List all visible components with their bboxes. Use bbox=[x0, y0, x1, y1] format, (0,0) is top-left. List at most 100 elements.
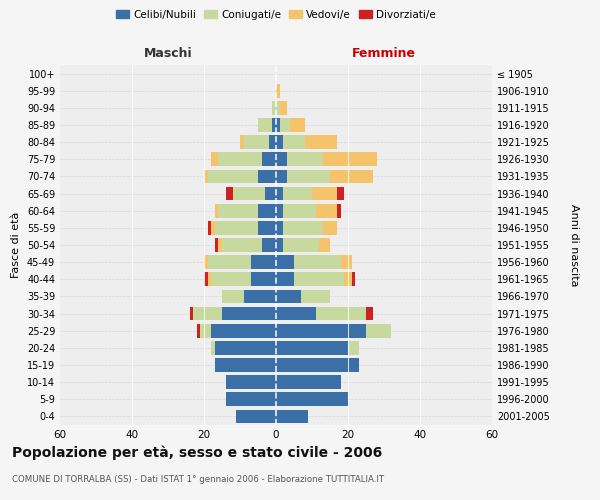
Bar bbox=[276, 221, 283, 234]
Bar bbox=[276, 272, 294, 286]
Bar bbox=[251, 256, 276, 269]
Bar bbox=[208, 221, 211, 234]
Bar bbox=[276, 306, 316, 320]
Bar bbox=[215, 221, 258, 234]
Bar bbox=[283, 204, 316, 218]
Bar bbox=[240, 136, 244, 149]
Bar bbox=[283, 238, 319, 252]
Bar bbox=[222, 290, 244, 304]
Bar bbox=[233, 186, 265, 200]
Bar bbox=[283, 186, 312, 200]
Bar bbox=[344, 272, 352, 286]
Bar bbox=[211, 341, 215, 354]
Bar bbox=[287, 170, 330, 183]
Bar bbox=[204, 256, 208, 269]
Bar bbox=[222, 306, 276, 320]
Bar bbox=[323, 221, 337, 234]
Bar bbox=[190, 306, 193, 320]
Bar bbox=[276, 358, 359, 372]
Bar bbox=[215, 238, 218, 252]
Bar bbox=[280, 118, 290, 132]
Bar bbox=[316, 204, 337, 218]
Bar bbox=[269, 136, 276, 149]
Bar bbox=[262, 238, 276, 252]
Bar bbox=[208, 170, 258, 183]
Bar bbox=[211, 221, 215, 234]
Bar bbox=[218, 152, 262, 166]
Bar bbox=[352, 272, 355, 286]
Bar bbox=[258, 118, 272, 132]
Bar bbox=[276, 204, 283, 218]
Bar bbox=[226, 186, 233, 200]
Bar bbox=[280, 101, 287, 114]
Bar bbox=[218, 204, 258, 218]
Bar bbox=[204, 170, 208, 183]
Bar bbox=[323, 152, 377, 166]
Bar bbox=[218, 238, 222, 252]
Bar bbox=[208, 256, 251, 269]
Bar bbox=[337, 204, 341, 218]
Text: Popolazione per età, sesso e stato civile - 2006: Popolazione per età, sesso e stato civil… bbox=[12, 445, 382, 460]
Bar bbox=[272, 118, 276, 132]
Bar bbox=[262, 152, 276, 166]
Bar bbox=[197, 324, 200, 338]
Bar bbox=[204, 272, 208, 286]
Bar bbox=[276, 256, 294, 269]
Bar bbox=[287, 152, 323, 166]
Bar bbox=[348, 341, 359, 354]
Bar bbox=[276, 376, 341, 389]
Bar bbox=[258, 170, 276, 183]
Bar bbox=[226, 392, 276, 406]
Bar bbox=[276, 410, 308, 424]
Text: COMUNE DI TORRALBA (SS) - Dati ISTAT 1° gennaio 2006 - Elaborazione TUTTITALIA.I: COMUNE DI TORRALBA (SS) - Dati ISTAT 1° … bbox=[12, 475, 384, 484]
Bar bbox=[276, 290, 301, 304]
Bar bbox=[366, 306, 373, 320]
Bar bbox=[276, 118, 280, 132]
Bar bbox=[276, 186, 283, 200]
Bar bbox=[244, 136, 269, 149]
Text: Maschi: Maschi bbox=[143, 47, 193, 60]
Bar bbox=[366, 324, 391, 338]
Bar bbox=[251, 272, 276, 286]
Bar bbox=[215, 204, 218, 218]
Bar bbox=[294, 272, 344, 286]
Bar bbox=[312, 186, 337, 200]
Y-axis label: Fasce di età: Fasce di età bbox=[11, 212, 21, 278]
Bar bbox=[337, 186, 344, 200]
Bar bbox=[283, 221, 323, 234]
Bar bbox=[276, 238, 283, 252]
Bar bbox=[211, 152, 218, 166]
Bar bbox=[316, 306, 366, 320]
Bar bbox=[211, 272, 251, 286]
Bar bbox=[276, 170, 287, 183]
Bar bbox=[341, 256, 352, 269]
Bar bbox=[222, 238, 262, 252]
Y-axis label: Anni di nascita: Anni di nascita bbox=[569, 204, 579, 286]
Bar bbox=[276, 152, 287, 166]
Bar bbox=[200, 324, 211, 338]
Bar bbox=[236, 410, 276, 424]
Bar bbox=[276, 84, 280, 98]
Bar bbox=[226, 376, 276, 389]
Bar bbox=[272, 101, 276, 114]
Bar bbox=[244, 290, 276, 304]
Bar bbox=[276, 324, 366, 338]
Bar bbox=[305, 136, 337, 149]
Bar bbox=[276, 101, 280, 114]
Legend: Celibi/Nubili, Coniugati/e, Vedovi/e, Divorziati/e: Celibi/Nubili, Coniugati/e, Vedovi/e, Di… bbox=[112, 6, 440, 24]
Bar bbox=[215, 341, 276, 354]
Bar bbox=[208, 272, 211, 286]
Bar bbox=[301, 290, 330, 304]
Bar bbox=[193, 306, 222, 320]
Bar bbox=[283, 136, 305, 149]
Bar bbox=[215, 358, 276, 372]
Bar bbox=[276, 392, 348, 406]
Bar bbox=[294, 256, 341, 269]
Bar bbox=[211, 324, 276, 338]
Bar bbox=[276, 136, 283, 149]
Bar bbox=[258, 221, 276, 234]
Text: Femmine: Femmine bbox=[352, 47, 416, 60]
Bar bbox=[319, 238, 330, 252]
Bar bbox=[258, 204, 276, 218]
Bar bbox=[265, 186, 276, 200]
